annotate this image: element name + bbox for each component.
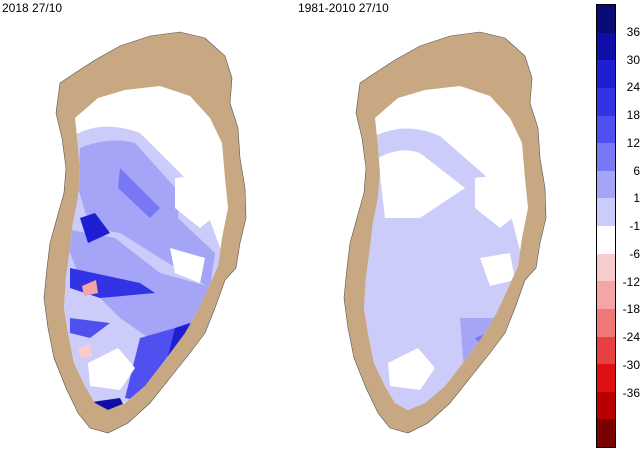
colorbar-swatch [597, 60, 615, 88]
colorbar-swatch [597, 115, 615, 144]
colorbar-swatch [597, 32, 615, 61]
colorbar-swatch [597, 336, 615, 365]
colorbar-labels: 36 30 24 18 12 6 1 -1 -6 -12 -18 -24 -30 -36 [622, 4, 640, 448]
colorbar-tick-label: -6 [629, 246, 640, 261]
colorbar-tick-label: -24 [622, 330, 640, 344]
colorbar-tick-label: 6 [633, 163, 640, 178]
colorbar [596, 4, 616, 448]
colorbar-swatch [597, 87, 615, 116]
colorbar-tick-label: -12 [622, 274, 640, 289]
colorbar-swatch [597, 198, 615, 226]
colorbar-swatch [597, 5, 615, 33]
colorbar-swatch [597, 281, 615, 309]
colorbar-tick-label: -1 [629, 219, 640, 233]
colorbar-swatch [597, 170, 615, 199]
panel-title-1981-2010: 1981-2010 27/10 [298, 1, 389, 15]
colorbar-tick-label: 18 [626, 108, 640, 122]
colorbar-swatch [597, 226, 615, 254]
colorbar-tick-label: 1 [633, 191, 640, 206]
colorbar-swatch [597, 253, 615, 282]
colorbar-swatch [597, 391, 615, 420]
colorbar-tick-label: -36 [622, 385, 640, 400]
colorbar-tick-label: 24 [626, 80, 640, 95]
colorbar-tick-label: -30 [622, 357, 640, 372]
colorbar-tick-label: -18 [622, 302, 640, 317]
colorbar-swatch [597, 419, 615, 447]
greenland-map-1981-2010 [343, 31, 547, 434]
colorbar-tick-label: 12 [626, 135, 640, 150]
colorbar-tick-label: 36 [626, 24, 640, 39]
colorbar-swatch [597, 308, 615, 337]
colorbar-tick-label: 30 [626, 52, 640, 67]
colorbar-swatch [597, 143, 615, 171]
panel-title-2018: 2018 27/10 [2, 1, 63, 15]
greenland-map-2018 [43, 31, 247, 434]
colorbar-swatch [597, 364, 615, 392]
